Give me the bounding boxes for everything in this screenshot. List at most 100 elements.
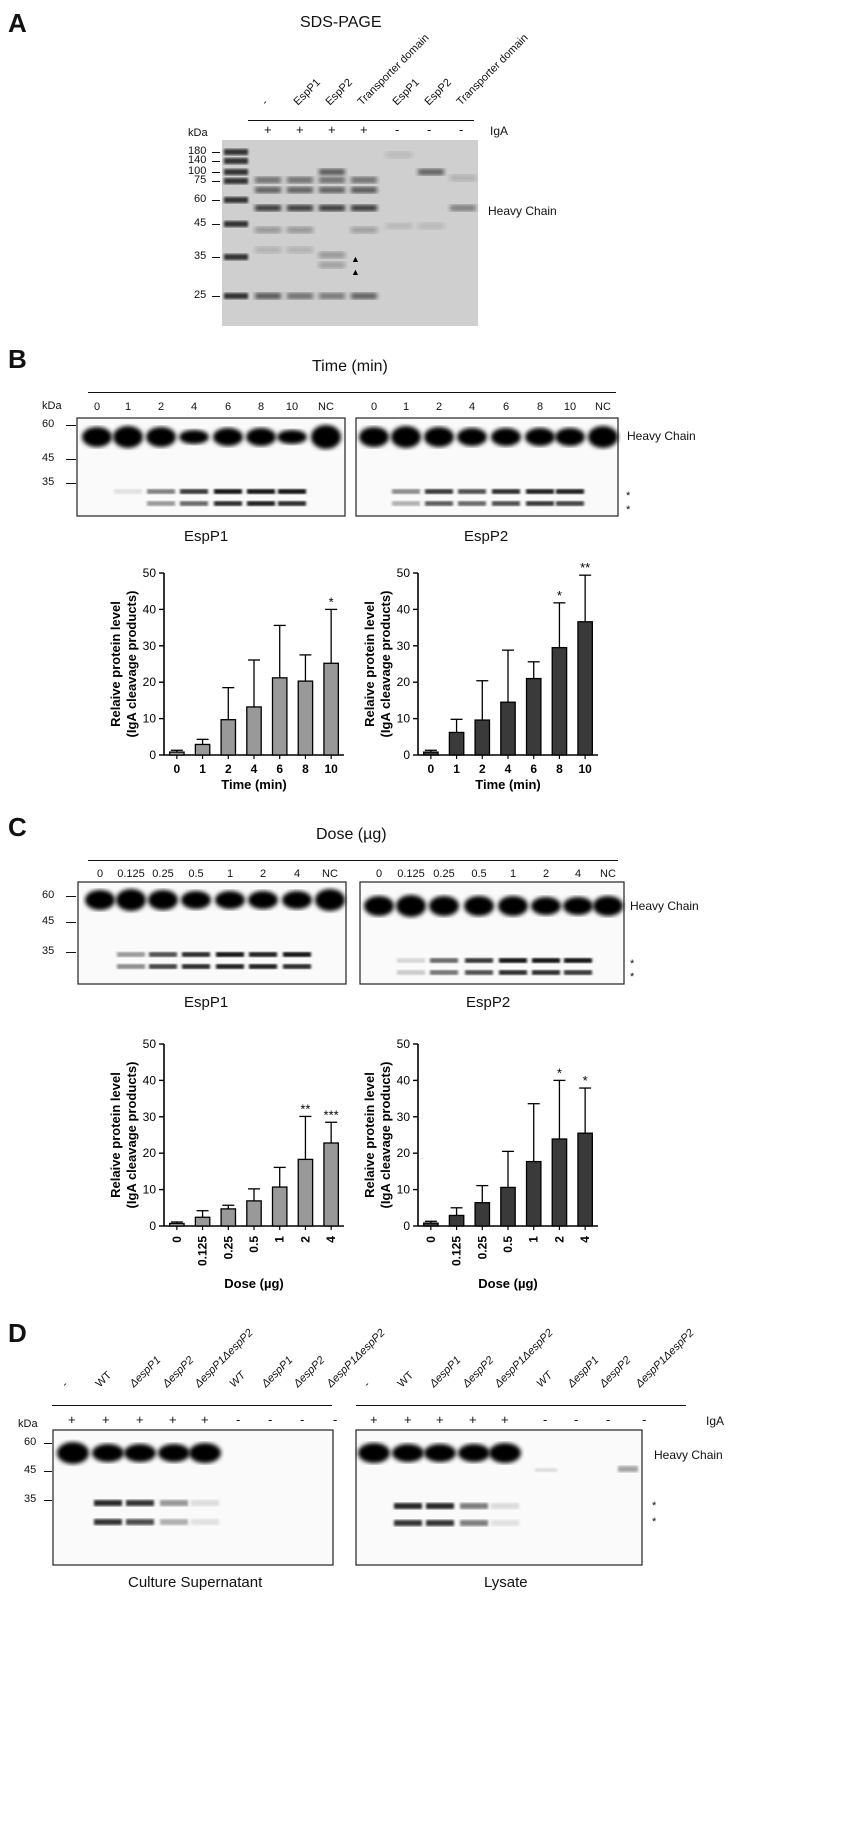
panel-a-marker-tick (212, 161, 220, 162)
panel-a-iga-sign: - (395, 122, 400, 137)
b-lane-label: 10 (563, 401, 577, 413)
y-tick-label: 50 (397, 566, 411, 580)
panel-d-iga-sign: - (574, 1412, 579, 1427)
c-lane-label: 2 (259, 868, 267, 880)
y-axis-label: Relaive protein level (108, 601, 123, 727)
panel-a-iga-sign: - (427, 122, 432, 137)
b-marker-label: 60 (42, 418, 55, 430)
c-lane-label: 2 (542, 868, 550, 880)
y-axis-label: Relaive protein level (362, 601, 377, 727)
b-marker-label: 35 (42, 476, 55, 488)
panel-d-iga-sign: + (136, 1412, 144, 1427)
significance-mark: *** (324, 1107, 339, 1122)
panel-d-iga-sign: + (469, 1412, 477, 1427)
bar (525, 1160, 542, 1227)
y-tick-label: 30 (397, 639, 411, 653)
b-marker-label: 45 (42, 452, 55, 464)
significance-mark: * (557, 1065, 562, 1080)
y-tick-label: 10 (397, 712, 411, 726)
y-tick-label: 20 (143, 1146, 157, 1160)
panel-a-marker-tick (212, 224, 220, 225)
panel-a-marker-label: 100 (188, 165, 207, 177)
x-tick-label: 0 (428, 762, 435, 776)
panel-a-iga-sign: + (296, 122, 304, 137)
x-tick-label: 1 (453, 762, 460, 776)
c-lane-label: 0.5 (188, 868, 204, 880)
x-tick-label: 6 (276, 762, 283, 776)
c-lane-label: 0 (96, 868, 104, 880)
x-tick-label: 8 (302, 762, 309, 776)
significance-mark: ** (300, 1101, 310, 1116)
panel-a-header-rule (248, 120, 474, 121)
significance-mark: * (557, 588, 562, 603)
panel-d-marker-label: 35 (24, 1493, 37, 1505)
y-tick-label: 0 (149, 1219, 156, 1233)
panel-b-title-esp2: EspP2 (464, 528, 509, 545)
y-axis-label: Relaive protein level (108, 1072, 123, 1198)
x-tick-label: 4 (251, 762, 258, 776)
b-marker-tick (66, 425, 76, 426)
x-tick-label: 1 (199, 762, 206, 776)
b-lane-label: 6 (224, 401, 232, 413)
panel-d-iga-sign: - (300, 1412, 305, 1427)
panel-d-iga-sign: + (102, 1412, 110, 1427)
panel-d-iga-sign: + (501, 1412, 509, 1427)
b-lane-label: 8 (536, 401, 544, 413)
y-tick-label: 30 (397, 1110, 411, 1124)
panel-a-marker-label: 60 (194, 193, 207, 205)
b-lane-label: 10 (285, 401, 299, 413)
b-lane-label: 2 (435, 401, 443, 413)
panel-d-title-lysate: Lysate (484, 1574, 528, 1591)
x-tick-label: 4 (505, 762, 512, 776)
panel-d-iga-sign: + (370, 1412, 378, 1427)
panel-b-kda-label: kDa (42, 400, 62, 412)
y-tick-label: 40 (397, 1073, 411, 1087)
b-lane-label: 6 (502, 401, 510, 413)
bar (423, 1222, 439, 1227)
x-tick-label: 0.25 (475, 1236, 489, 1260)
panel-d-marker-label: 60 (24, 1436, 37, 1448)
panel-d-iga-sign: - (642, 1412, 647, 1427)
y-tick-label: 20 (397, 675, 411, 689)
panel-d-iga-label: IgA (706, 1414, 725, 1428)
y-tick-label: 10 (143, 1183, 157, 1197)
bar (577, 1132, 593, 1227)
bar (500, 1186, 516, 1227)
c-lane-label: 4 (293, 868, 301, 880)
panel-a-marker-label: 180 (188, 145, 207, 157)
panel-d-iga-sign: - (236, 1412, 241, 1427)
panel-a-marker-tick (212, 152, 220, 153)
b-lane-label: NC (318, 401, 334, 413)
panel-c-title: Dose (µg) (316, 826, 387, 843)
x-tick-label: 0 (170, 1236, 184, 1243)
panel-a-marker-label: 140 (188, 154, 207, 166)
panel-d-marker-label: 45 (24, 1464, 37, 1476)
panel-label-c: C (8, 812, 27, 842)
b-lane-label: 1 (124, 401, 132, 413)
y-tick-label: 0 (149, 748, 156, 762)
y-axis-label: (IgA cleavage products) (378, 1062, 393, 1209)
panel-label-b: B (8, 344, 27, 374)
c-marker-label: 35 (42, 945, 55, 957)
panel-c-star-1: * (630, 958, 635, 970)
x-tick-label: 10 (578, 762, 592, 776)
panel-d-star-1: * (652, 1500, 657, 1512)
b-lane-label: 2 (157, 401, 165, 413)
x-tick-label: 2 (552, 1236, 566, 1243)
panel-c-header-rule (88, 860, 618, 861)
panel-a-marker-label: 35 (194, 250, 207, 262)
bar (474, 1202, 491, 1227)
y-tick-label: 40 (397, 602, 411, 616)
panel-c-title-esp1: EspP1 (184, 994, 229, 1011)
y-tick-label: 30 (143, 639, 157, 653)
x-axis-label: Dose (µg) (224, 1276, 284, 1291)
panel-a-marker-label: 75 (194, 174, 207, 186)
panel-a-heavy-chain-label: Heavy Chain (488, 204, 557, 218)
x-tick-label: 0.125 (196, 1236, 210, 1266)
y-tick-label: 50 (143, 1037, 157, 1051)
panel-a-marker-tick (212, 172, 220, 173)
panel-a-iga-sign: + (328, 122, 336, 137)
